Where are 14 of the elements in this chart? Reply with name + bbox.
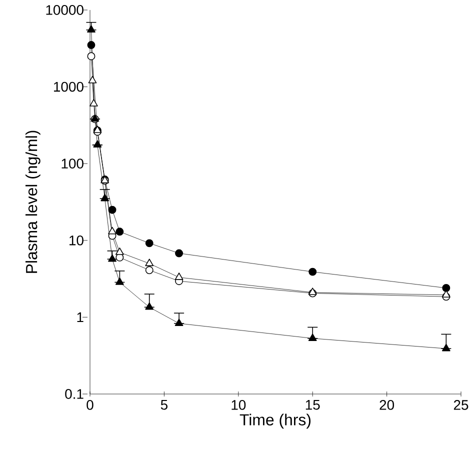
x-tick-label: 25 (454, 400, 468, 410)
x-tick-label: 5 (160, 400, 168, 410)
x-axis-title: Time (hrs) (240, 414, 310, 429)
y-tick-label: 0.1 (65, 389, 84, 399)
x-tick-label: 20 (380, 400, 394, 410)
y-axis-title: Plasma level (ng/ml) (26, 130, 40, 273)
y-tick-label: 1 (77, 312, 84, 322)
y-tick-label: 1000 (54, 82, 84, 92)
y-tick-label: 10000 (46, 5, 84, 15)
x-tick-label: 10 (232, 400, 246, 410)
x-tick-label: 15 (306, 400, 320, 410)
x-tick-label: 0 (86, 400, 94, 410)
y-tick-label: 100 (62, 158, 84, 169)
y-tick-label: 10 (70, 235, 84, 246)
